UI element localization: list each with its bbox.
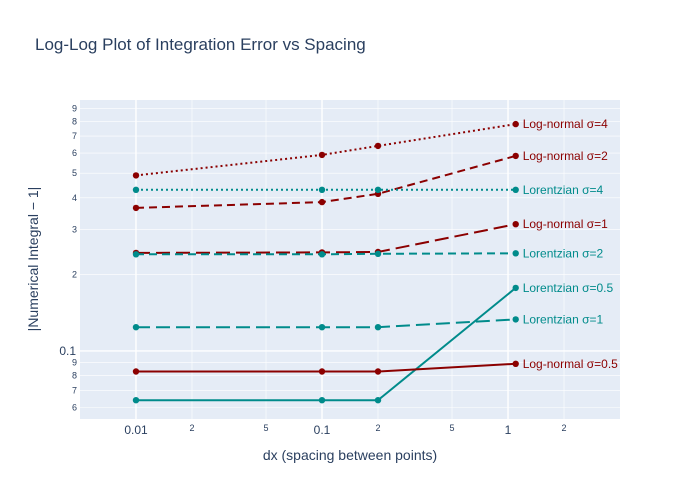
series-lorentzian-1: Lorentzian σ=1 [132,312,604,331]
x-axis-ticks: 2 5 2 5 2 0.01 0.1 1 [124,423,566,437]
y-tick-label-minor: 8 [72,371,77,381]
series-log-normal-2: Log-normal σ=2 [132,149,608,212]
y-tick-label-minor: 4 [72,193,77,203]
x-tick-label-minor: 5 [264,423,269,433]
series-lorentzian-4: Lorentzian σ=4 [132,183,604,197]
series-line [136,287,517,402]
data-point [512,221,519,228]
x-tick-label-minor: 5 [450,423,455,433]
y-tick-label-minor: 6 [72,402,77,412]
data-point [318,198,326,206]
x-tick-label: 1 [505,423,512,437]
series-line [135,123,516,177]
series-line [136,252,516,256]
y-tick-label-minor: 8 [72,116,77,126]
data-point [132,186,140,193]
series-label: Log-normal σ=1 [523,217,608,231]
x-tick-label-minor: 2 [375,423,380,433]
data-point [512,152,519,160]
data-point [132,204,140,212]
data-point [512,316,519,323]
data-point [318,151,326,159]
data-point [374,324,382,331]
x-axis-title: dx (spacing between points) [263,447,437,463]
y-tick-label-minor: 7 [72,131,77,141]
data-point [132,324,140,331]
series-lorentzian-0-5: Lorentzian σ=0.5 [132,281,614,404]
data-point [318,324,326,331]
series-line [135,154,516,209]
data-point [512,284,519,292]
data-point [512,360,519,367]
series-lorentzian-2: Lorentzian σ=2 [132,246,604,260]
x-tick-label: 0.01 [124,423,148,437]
y-tick-label-minor: 9 [72,103,77,113]
x-tick-label-minor: 2 [561,423,566,433]
data-point [374,250,382,257]
data-point [132,251,140,258]
y-tick-label-minor: 5 [72,168,77,178]
chart-title: Log-Log Plot of Integration Error vs Spa… [35,35,366,54]
data-point [512,250,519,257]
data-point [318,186,326,193]
series-label: Log-normal σ=0.5 [523,357,618,371]
data-point [512,186,519,193]
y-axis-title: |Numerical Integral − 1| [25,187,41,332]
x-tick-label-minor: 2 [189,423,194,433]
data-point [318,368,326,375]
y-tick-label-minor: 3 [72,225,77,235]
series-line [136,362,516,373]
series-label: Lorentzian σ=1 [523,312,604,326]
x-tick-label: 0.1 [314,423,331,437]
data-point [374,397,382,404]
series-label: Lorentzian σ=2 [523,246,604,260]
data-point [512,120,519,128]
series-line [135,223,516,254]
y-tick-label-minor: 6 [72,148,77,158]
series-label: Log-normal σ=4 [523,117,608,131]
grid [80,100,620,419]
data-point [132,368,140,375]
data-point [132,397,140,404]
series-label: Lorentzian σ=0.5 [523,281,614,295]
y-tick-label-minor: 9 [72,358,77,368]
data-point [132,172,140,179]
series-log-normal-0-5: Log-normal σ=0.5 [132,357,618,375]
y-tick-label: 0.1 [59,344,76,358]
series-log-normal-4: Log-normal σ=4 [132,117,608,179]
series-label: Lorentzian σ=4 [523,183,604,197]
y-tick-label-minor: 7 [72,385,77,395]
series-group: Log-normal σ=4 Log-normal σ=2 Lorentzian σ… [132,117,618,404]
data-point [318,251,326,258]
data-point [318,397,326,404]
series-line [136,318,516,329]
data-point [374,186,382,193]
data-point [374,142,382,150]
data-point [374,368,382,375]
series-label: Log-normal σ=2 [523,149,608,163]
y-tick-label-minor: 2 [72,269,77,279]
